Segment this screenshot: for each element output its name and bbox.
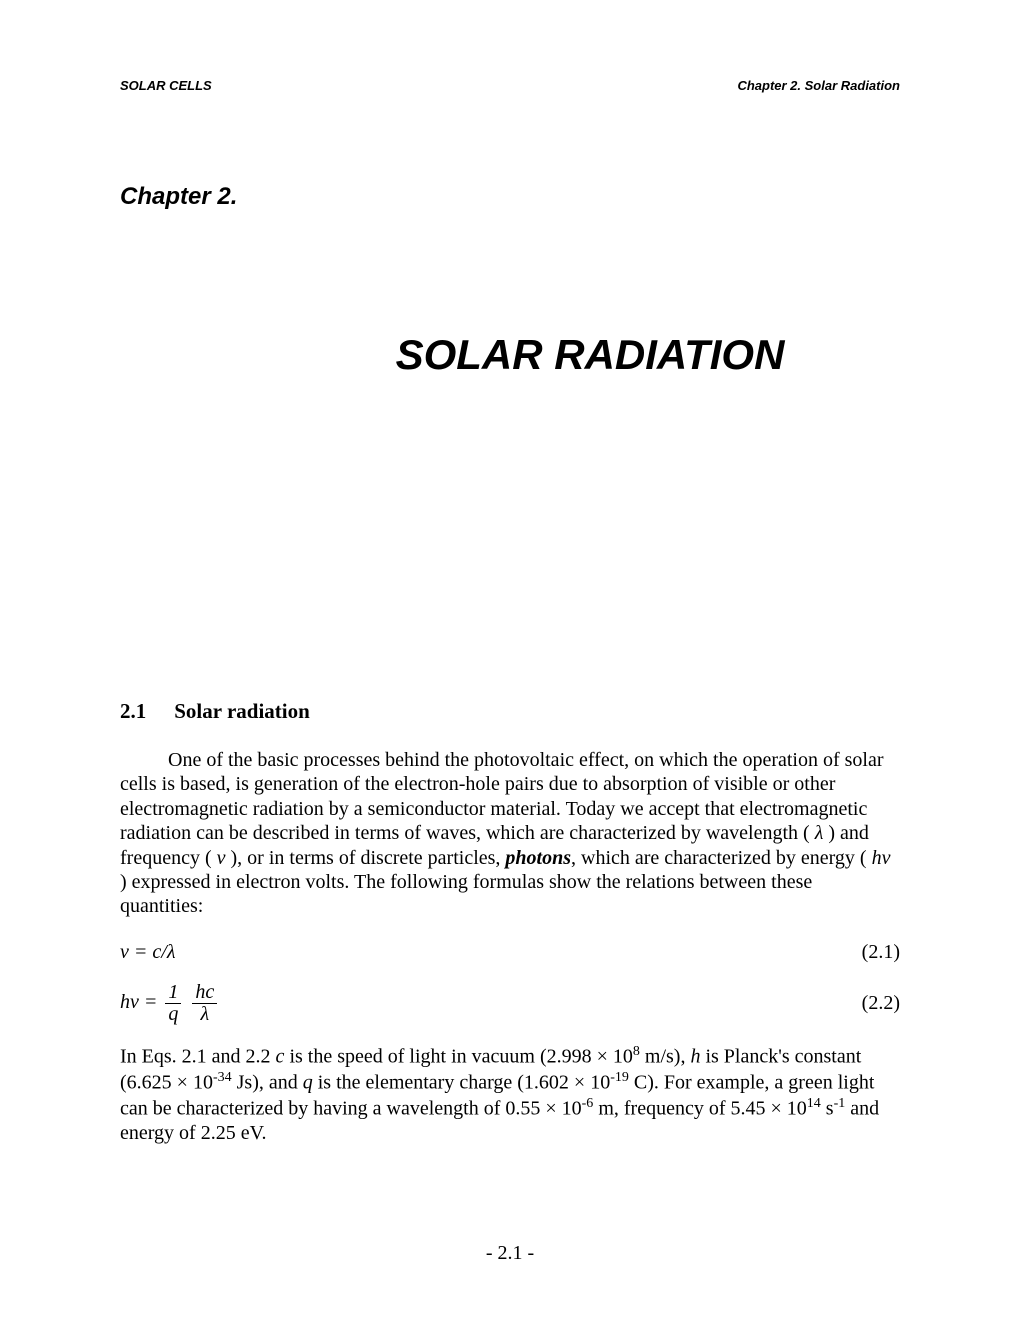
paragraph-2: In Eqs. 2.1 and 2.2 c is the speed of li… bbox=[120, 1043, 900, 1146]
equation-2-2-number: (2.2) bbox=[862, 992, 900, 1015]
eq2-frac1-num: 1 bbox=[165, 982, 181, 1004]
running-header: SOLAR CELLS Chapter 2. Solar Radiation bbox=[120, 78, 900, 93]
page: SOLAR CELLS Chapter 2. Solar Radiation C… bbox=[0, 0, 1020, 1320]
equation-2-1: ν = c/λ (2.1) bbox=[120, 941, 900, 964]
eq2-frac2-den: λ bbox=[192, 1004, 217, 1025]
header-right: Chapter 2. Solar Radiation bbox=[737, 78, 900, 93]
section-number: 2.1 bbox=[120, 699, 146, 724]
paragraph-1: One of the basic processes behind the ph… bbox=[120, 748, 900, 919]
eq2-frac1: 1q bbox=[165, 982, 181, 1025]
eq2-frac1-den: q bbox=[165, 1004, 181, 1025]
section-title: Solar radiation bbox=[174, 699, 310, 723]
chapter-label: Chapter 2. bbox=[120, 183, 900, 211]
equation-2-2-expr: hν = 1q hcλ bbox=[120, 982, 220, 1025]
header-left: SOLAR CELLS bbox=[120, 78, 212, 93]
equation-2-1-expr: ν = c/λ bbox=[120, 941, 176, 964]
equation-2-1-number: (2.1) bbox=[862, 941, 900, 964]
eq2-prefix: hν = bbox=[120, 991, 162, 1013]
equation-2-2: hν = 1q hcλ (2.2) bbox=[120, 982, 900, 1025]
eq2-frac2: hcλ bbox=[192, 982, 217, 1025]
chapter-title: SOLAR RADIATION bbox=[280, 331, 900, 379]
page-number: - 2.1 - bbox=[0, 1242, 1020, 1265]
eq2-frac2-num: hc bbox=[192, 982, 217, 1004]
section-heading: 2.1 Solar radiation bbox=[120, 699, 900, 724]
